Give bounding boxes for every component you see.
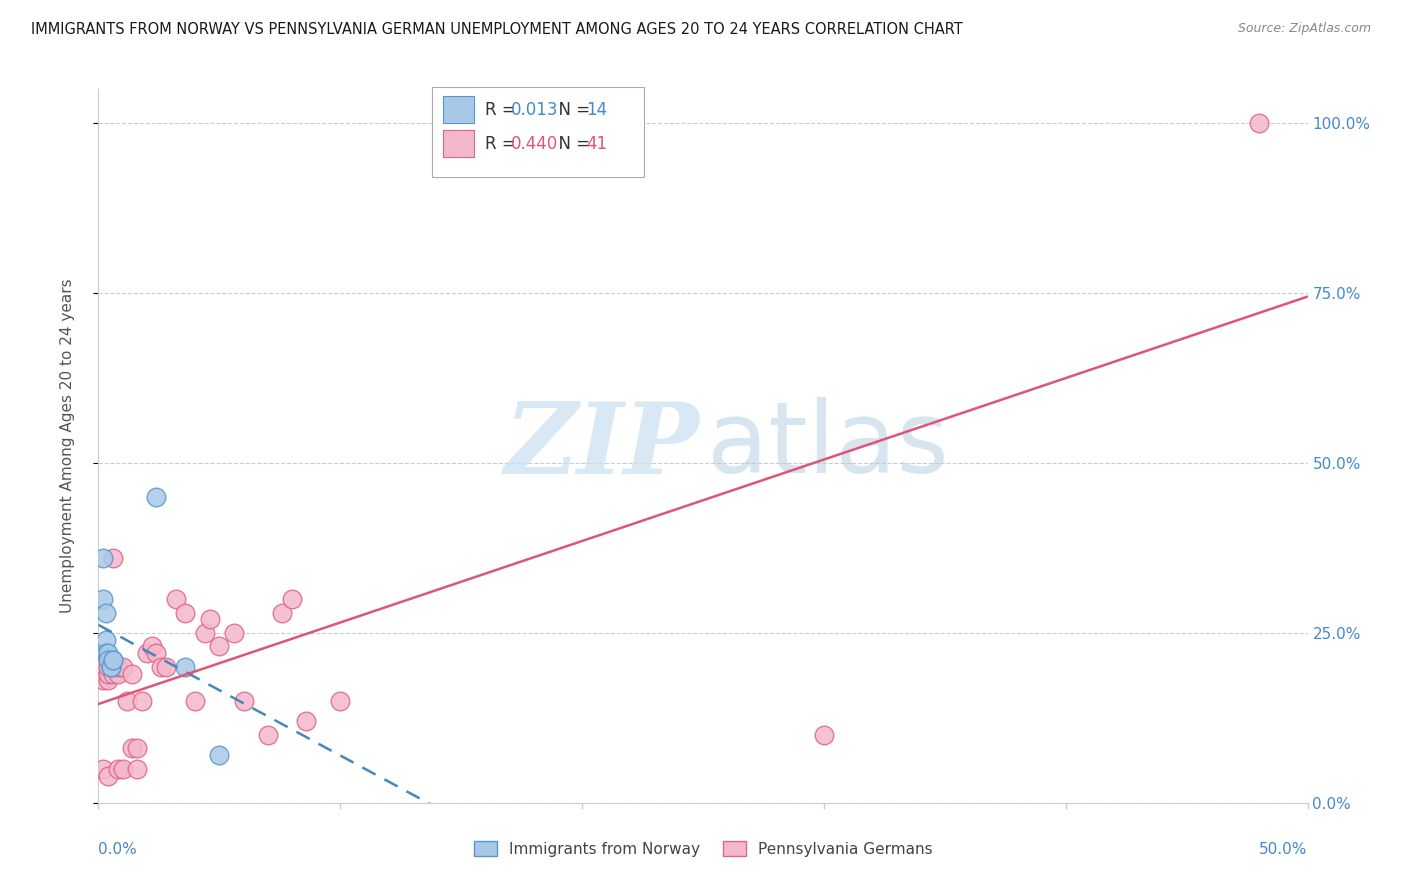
Point [174, 606, 197, 620]
Point [155, 660, 177, 674]
Point [107, 762, 129, 776]
Point [97, 653, 120, 667]
Point [813, 728, 835, 742]
Point [256, 728, 278, 742]
Point [91, 551, 114, 566]
Point [198, 612, 221, 626]
Text: 50.0%: 50.0% [1260, 842, 1308, 856]
Text: 14: 14 [586, 101, 607, 119]
Point [94, 606, 117, 620]
Text: 0.0%: 0.0% [98, 842, 138, 856]
Point [121, 666, 143, 681]
Point [94, 646, 117, 660]
Point [101, 653, 124, 667]
Point [131, 694, 153, 708]
Point [174, 660, 197, 674]
Point [145, 490, 167, 504]
Point [222, 626, 245, 640]
Point [97, 660, 120, 674]
Point [107, 666, 129, 681]
Point [94, 632, 117, 647]
Point [135, 646, 157, 660]
Text: N =: N = [548, 135, 596, 153]
Point [281, 591, 304, 606]
Point [97, 673, 120, 688]
Point [111, 762, 134, 776]
Point [100, 660, 122, 674]
Text: R =: R = [485, 135, 522, 153]
Point [121, 741, 143, 756]
Text: Source: ZipAtlas.com: Source: ZipAtlas.com [1237, 22, 1371, 36]
Point [150, 660, 173, 674]
Point [91, 660, 114, 674]
Y-axis label: Unemployment Among Ages 20 to 24 years: Unemployment Among Ages 20 to 24 years [60, 278, 75, 614]
Point [194, 626, 217, 640]
Text: N =: N = [548, 101, 596, 119]
Point [208, 748, 231, 763]
Point [127, 741, 149, 756]
Point [1249, 116, 1271, 130]
Point [101, 660, 124, 674]
Point [165, 591, 187, 606]
Text: R =: R = [485, 101, 522, 119]
Point [145, 646, 167, 660]
Point [97, 646, 120, 660]
Point [97, 666, 120, 681]
Point [208, 640, 231, 654]
Point [101, 653, 124, 667]
Text: 0.013: 0.013 [510, 101, 558, 119]
Point [91, 591, 114, 606]
Point [107, 660, 129, 674]
Legend: Immigrants from Norway, Pennsylvania Germans: Immigrants from Norway, Pennsylvania Ger… [467, 835, 939, 863]
Text: 0.440: 0.440 [510, 135, 558, 153]
Point [111, 660, 134, 674]
Point [101, 666, 124, 681]
Point [184, 694, 207, 708]
Text: 41: 41 [586, 135, 607, 153]
Point [101, 551, 124, 566]
Point [141, 640, 163, 654]
Text: atlas: atlas [707, 398, 948, 494]
Text: IMMIGRANTS FROM NORWAY VS PENNSYLVANIA GERMAN UNEMPLOYMENT AMONG AGES 20 TO 24 Y: IMMIGRANTS FROM NORWAY VS PENNSYLVANIA G… [31, 22, 963, 37]
Point [97, 769, 120, 783]
Point [91, 762, 114, 776]
Point [100, 660, 122, 674]
Text: ZIP: ZIP [505, 398, 699, 494]
Point [295, 714, 318, 729]
Point [232, 694, 254, 708]
Point [271, 606, 294, 620]
Point [329, 694, 352, 708]
Point [91, 673, 114, 688]
Point [117, 694, 139, 708]
Point [127, 762, 149, 776]
